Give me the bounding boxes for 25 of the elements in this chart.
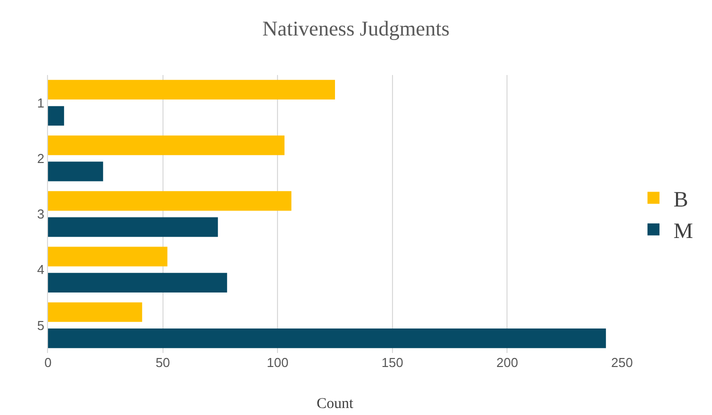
legend-label: M — [673, 218, 694, 243]
bar — [48, 80, 335, 100]
y-tick-label: 1 — [37, 95, 44, 110]
bar — [48, 272, 228, 292]
bar — [48, 162, 104, 182]
bar — [48, 217, 218, 237]
x-axis-title: Count — [316, 396, 354, 412]
bar — [48, 191, 292, 211]
y-tick-label: 3 — [37, 206, 44, 222]
legend-label: B — [673, 186, 688, 212]
x-tick-label: 200 — [496, 355, 518, 370]
y-tick-label: 4 — [37, 262, 44, 278]
x-tick-label: 250 — [611, 355, 633, 370]
x-tick-label: 150 — [382, 355, 404, 370]
bar — [48, 136, 284, 156]
bar — [48, 328, 606, 348]
y-tick-label: 2 — [37, 150, 44, 166]
x-tick-label: 50 — [156, 355, 170, 370]
bar — [48, 302, 142, 322]
chart-title: Nativeness Judgments — [262, 16, 450, 40]
bar — [48, 106, 64, 126]
x-tick-label: 100 — [266, 355, 288, 370]
y-tick-label: 5 — [37, 318, 44, 333]
bar — [48, 246, 168, 266]
x-tick-label: 0 — [44, 355, 52, 370]
